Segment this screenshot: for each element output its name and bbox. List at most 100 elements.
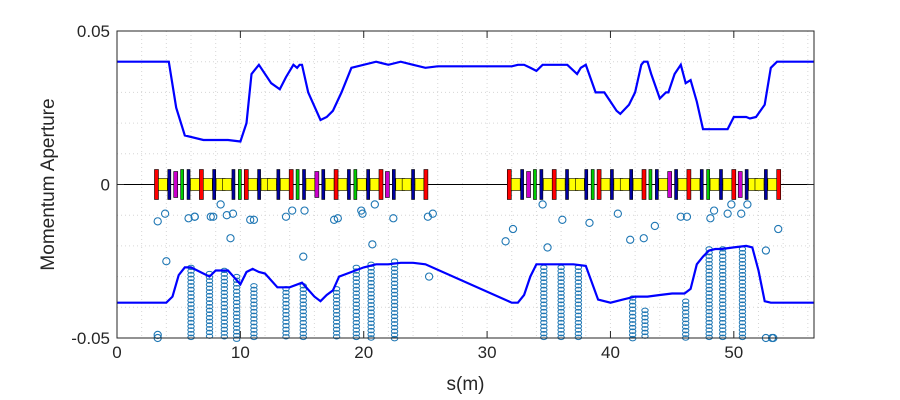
scatter-point (574, 268, 583, 274)
scatter-point (332, 300, 341, 307)
scatter-point (205, 326, 214, 332)
scatter-point (332, 315, 341, 322)
scatter-point (367, 280, 375, 286)
lattice-sextupole (767, 178, 778, 191)
scatter-point (424, 272, 434, 281)
scatter-point (220, 308, 229, 314)
scatter-point (682, 305, 690, 312)
scatter-point (228, 209, 238, 218)
scatter-point (682, 320, 690, 326)
lattice-dipole (596, 169, 602, 200)
positive-aperture-line (117, 60, 814, 143)
scatter-point (738, 331, 747, 337)
lattice-quad (655, 169, 659, 200)
x-tick-label: 0 (112, 343, 121, 362)
lattice-sextupole (600, 178, 611, 191)
scatter-point (352, 283, 361, 289)
lattice-sextupole (414, 178, 425, 191)
scatter-point (162, 257, 171, 266)
scatter-point (543, 243, 552, 252)
x-tick-label: 20 (354, 343, 373, 362)
scatter-point (540, 316, 548, 322)
scatter-point (719, 268, 727, 274)
scatter-point (222, 211, 231, 220)
scatter-point (352, 308, 361, 315)
scatter-point (250, 301, 258, 307)
lattice-quad (565, 169, 569, 200)
scatter-point (153, 217, 162, 226)
scatter-point (557, 327, 565, 333)
scatter-point (250, 323, 258, 330)
scatter-point (705, 316, 713, 322)
scatter-point (370, 200, 379, 209)
scatter-point (220, 319, 229, 325)
scatter-point (187, 283, 195, 289)
scatter-point (250, 316, 258, 322)
scatter-point (352, 290, 361, 296)
lattice-corrector (353, 169, 358, 200)
scatter-point (220, 278, 229, 285)
scatter-point (220, 271, 229, 277)
scatter-point (246, 215, 255, 224)
lattice-sextupole (305, 178, 316, 191)
scatter-point (738, 264, 747, 271)
scatter-point (557, 308, 565, 315)
scatter-point (232, 310, 241, 317)
scatter-point (299, 297, 307, 304)
scatter-point (232, 303, 241, 309)
scatter-point (332, 330, 341, 336)
scatter-point (738, 257, 747, 263)
scatter-point (232, 299, 241, 306)
scatter-point (719, 257, 727, 263)
scatter-point (220, 323, 229, 329)
lattice-quad (764, 169, 768, 200)
scatter-point (187, 301, 195, 307)
scatter-point (187, 279, 195, 285)
scatter-point (390, 302, 399, 309)
x-tick-label: 10 (231, 343, 250, 362)
scatter-point (368, 240, 377, 249)
scatter-point (352, 312, 361, 318)
scatter-point (282, 323, 290, 329)
scatter-point (738, 316, 747, 322)
scatter-point (682, 212, 692, 221)
scatter-point (390, 269, 399, 276)
scatter-point (540, 272, 548, 278)
scatter-point (557, 331, 565, 337)
scatter-point (626, 235, 635, 244)
scatter-point (558, 215, 567, 224)
x-tick-label: 40 (601, 343, 620, 362)
scatter-point (574, 286, 583, 293)
scatter-point (367, 287, 375, 293)
scatter-point (738, 286, 747, 293)
scatter-point (738, 327, 747, 333)
negative-aperture-line (117, 244, 814, 304)
lattice-sextupole (677, 178, 688, 191)
scatter-point (216, 200, 225, 209)
scatter-point (250, 290, 258, 296)
scatter-point (367, 272, 375, 279)
scatter-point (682, 331, 690, 338)
scatter-point (705, 261, 713, 267)
scatter-point (205, 281, 214, 288)
scatter-point (220, 289, 229, 296)
scatter-point (299, 316, 307, 322)
scatter-point (390, 328, 399, 334)
scatter-point (557, 286, 565, 293)
scatter-point (282, 308, 290, 314)
scatter-point (332, 323, 341, 329)
scatter-point (390, 332, 399, 338)
scatter-point (332, 297, 341, 303)
scatter-point (574, 319, 583, 326)
lattice-octupole (667, 171, 672, 198)
scatter-point (367, 327, 375, 334)
scatter-point (282, 319, 290, 325)
scatter-point (719, 305, 727, 311)
lattice-sextupole (190, 178, 200, 191)
lattice-quad (744, 169, 749, 200)
scatter-point (705, 268, 713, 274)
lattice-corrector (590, 169, 595, 200)
scatter-point (288, 206, 297, 215)
scatter-point (250, 283, 258, 289)
